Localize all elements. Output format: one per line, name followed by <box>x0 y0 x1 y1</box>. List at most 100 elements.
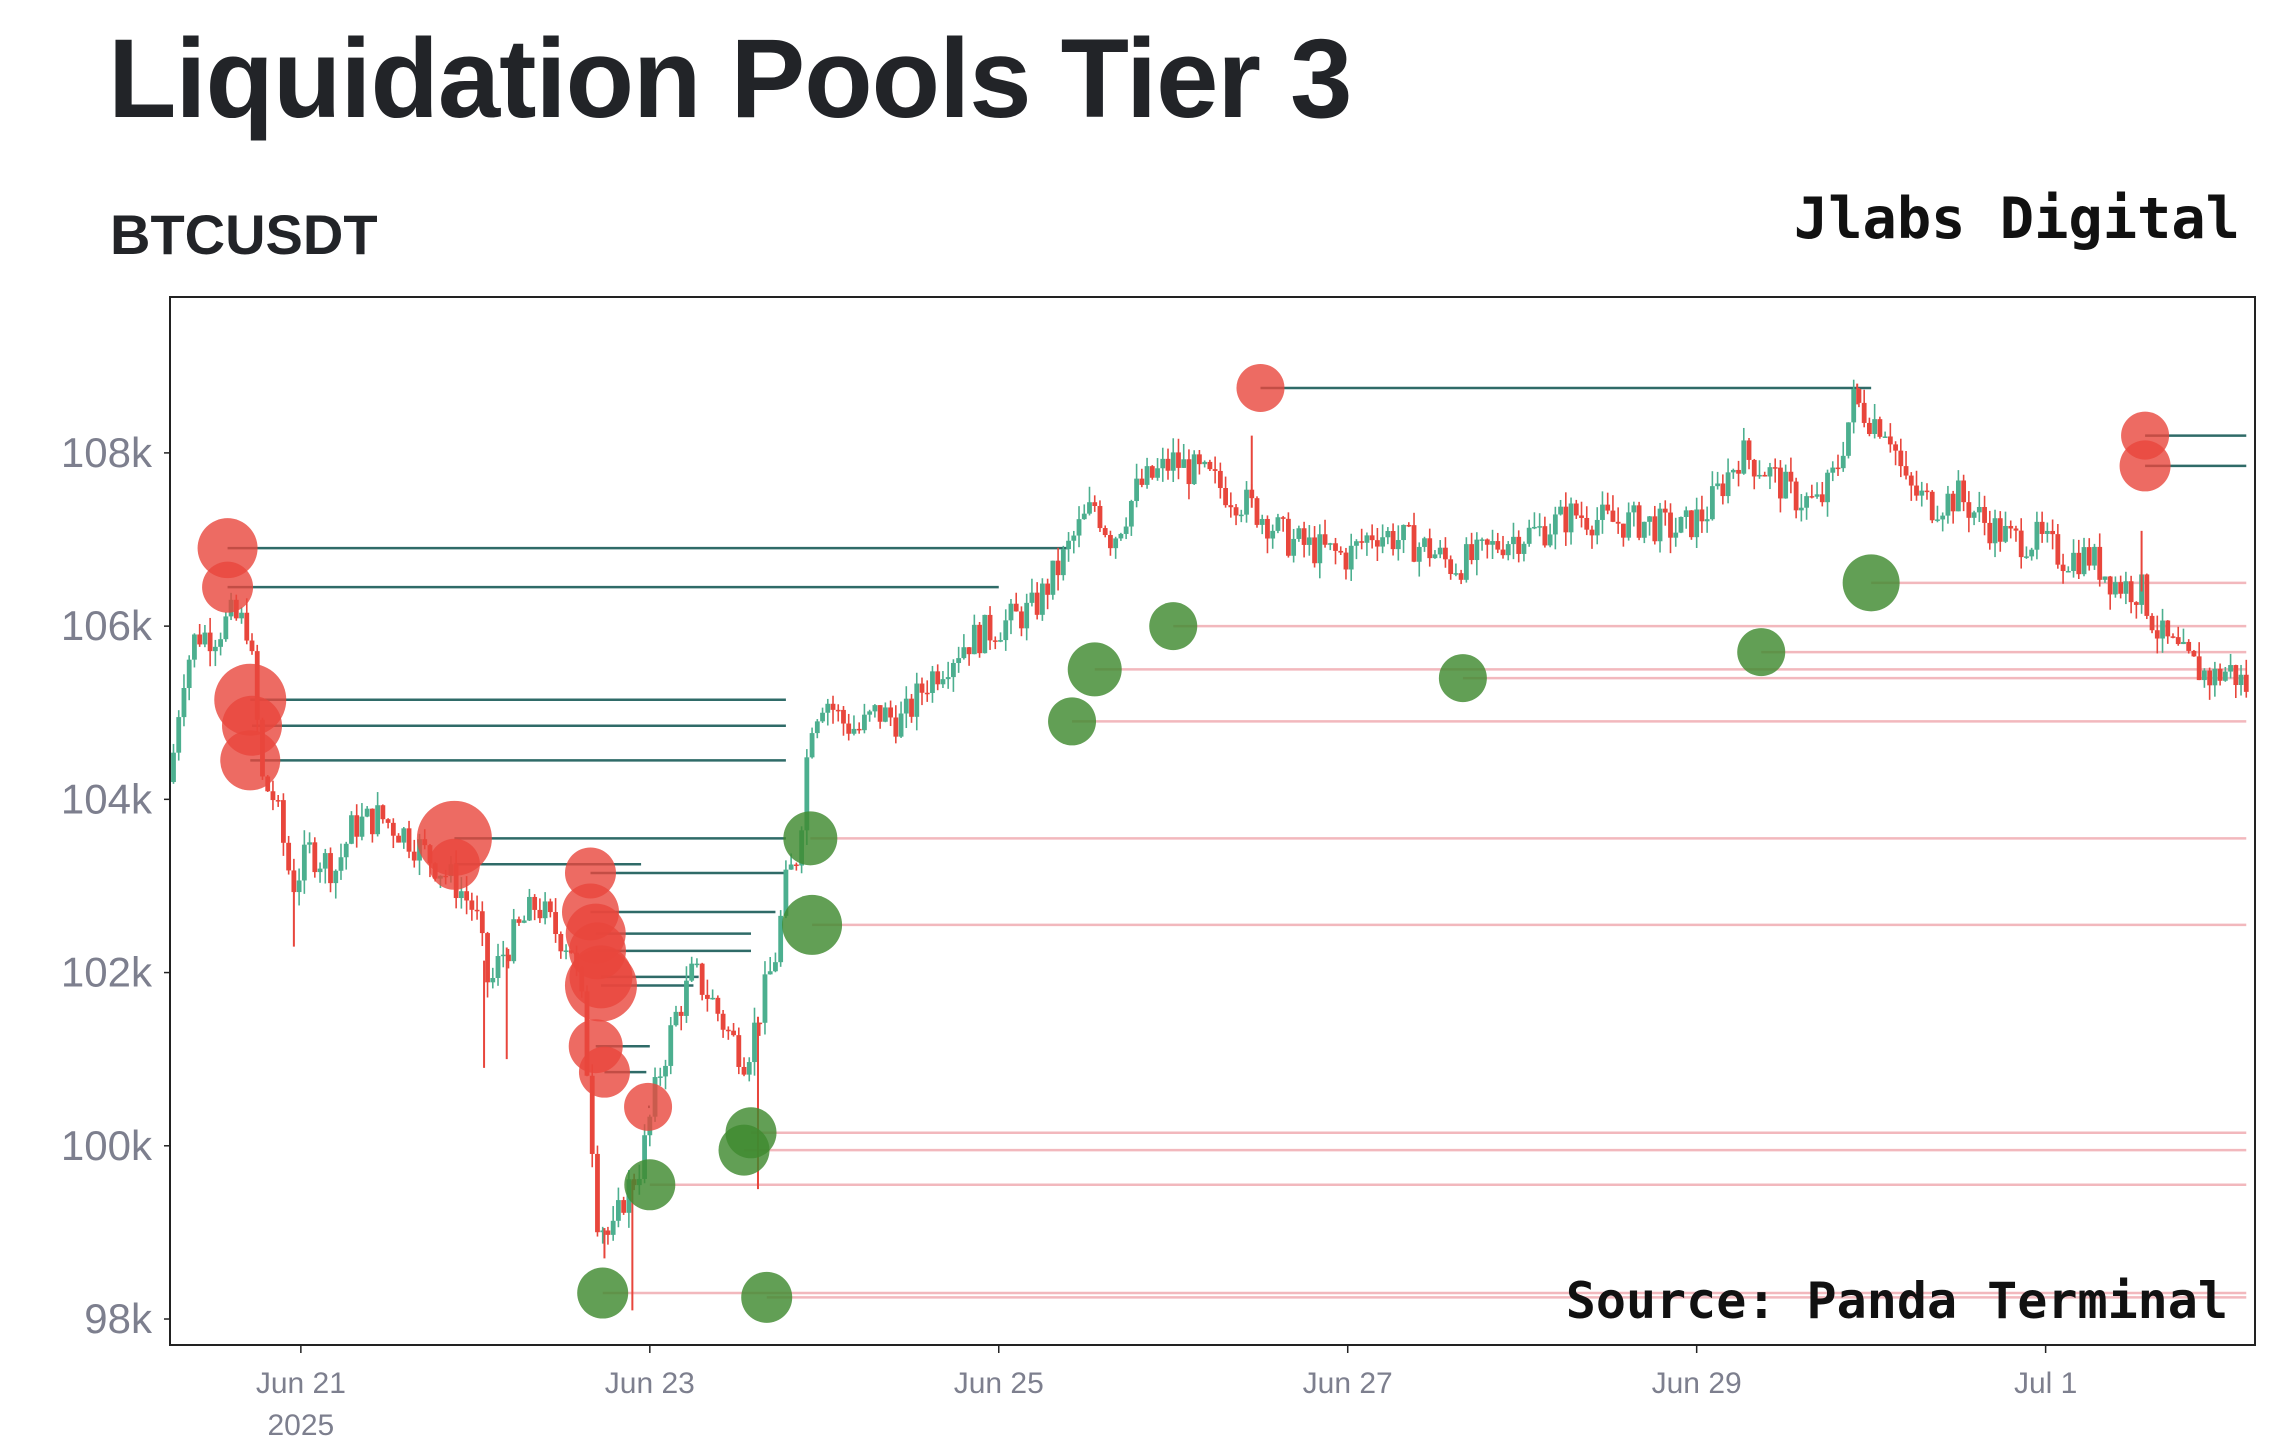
candle-body <box>909 698 914 717</box>
y-tick-label: 106k <box>61 602 153 649</box>
candle-body <box>244 612 250 641</box>
candle-body <box>1772 467 1778 469</box>
candle-body <box>1223 488 1228 506</box>
candle-body <box>1285 518 1291 556</box>
candle-body <box>1662 508 1668 513</box>
candle-body <box>1176 452 1181 468</box>
candle-body <box>814 721 820 734</box>
candle-body <box>2092 546 2097 566</box>
candle-body <box>1254 498 1260 525</box>
candle-body <box>333 870 339 884</box>
candle-body <box>1736 469 1741 474</box>
candle-body <box>1950 493 1956 512</box>
candle-body <box>186 659 192 689</box>
candle-body <box>956 658 962 664</box>
candle-body <box>2123 581 2129 594</box>
candle-body <box>171 752 176 783</box>
candle-body <box>1767 467 1773 477</box>
candle-body <box>1699 509 1705 522</box>
candle-body <box>1746 440 1752 460</box>
long-pool-marker <box>1842 554 1900 612</box>
candle-body <box>1919 490 1925 496</box>
candle-body <box>1312 537 1317 564</box>
candle-body <box>2186 641 2192 651</box>
candle-body <box>469 900 475 910</box>
candle-body <box>281 800 286 843</box>
candle-body <box>1343 552 1349 570</box>
candle-body <box>762 974 768 1023</box>
candle-body <box>1118 533 1124 539</box>
candle-body <box>1887 436 1893 445</box>
candle-body <box>301 844 307 881</box>
candle-body <box>197 634 203 645</box>
long-pool-marker <box>1048 697 1097 746</box>
candle-body <box>1798 507 1804 511</box>
candle-body <box>2071 552 2076 571</box>
candle-body <box>1490 541 1495 545</box>
candle-body <box>1003 620 1009 641</box>
candle-body <box>1835 467 1841 470</box>
candle-body <box>2076 552 2082 575</box>
long-pool-marker <box>1149 602 1198 651</box>
candle-body <box>2217 668 2223 681</box>
candle-body <box>396 835 401 843</box>
candle-body <box>1275 517 1281 531</box>
short-pool-marker <box>428 838 480 890</box>
candle-body <box>961 647 967 659</box>
source-label: Source: Panda Terminal <box>1566 1272 2228 1330</box>
candle-body <box>940 679 946 685</box>
candle-body <box>1008 603 1014 621</box>
candle-body <box>212 646 218 652</box>
candle-body <box>589 1075 595 1154</box>
candle-body <box>793 864 799 867</box>
candle-body <box>516 919 522 923</box>
candle-body <box>1877 419 1883 437</box>
candle-body <box>1265 518 1270 539</box>
candle-body <box>1181 459 1187 468</box>
candle-body <box>1846 422 1851 456</box>
candle-body <box>2039 521 2045 534</box>
candle-body <box>369 808 375 835</box>
candle-body <box>1641 521 1647 538</box>
candle-body <box>202 632 208 645</box>
candle-body <box>1830 467 1836 473</box>
candle-body <box>511 919 517 962</box>
candle-body <box>945 677 951 680</box>
y-tick-label: 104k <box>61 775 153 822</box>
candle-body <box>1814 494 1820 497</box>
candle-body <box>2118 582 2124 594</box>
candle-body <box>1050 560 1056 595</box>
candle-body <box>1856 388 1862 403</box>
long-pool-marker <box>782 894 843 955</box>
candle-body <box>1720 483 1726 497</box>
short-pool-marker <box>578 1046 630 1098</box>
candle-body <box>731 1030 736 1036</box>
y-tick-label: 98k <box>84 1295 153 1342</box>
candle-body <box>1652 516 1658 542</box>
candle-body <box>364 808 370 817</box>
candle-body <box>1170 452 1176 471</box>
candle-body <box>322 853 328 869</box>
candle-body <box>270 791 276 801</box>
candle-body <box>2081 547 2087 575</box>
candle-body <box>2128 581 2134 603</box>
candle-body <box>673 1011 679 1026</box>
candle-body <box>479 911 485 934</box>
candle-body <box>2181 641 2186 645</box>
candle-body <box>621 1200 627 1213</box>
candle-body <box>898 713 904 737</box>
short-pool-marker <box>202 561 254 613</box>
candle-body <box>1516 536 1522 554</box>
candle-body <box>1354 541 1359 546</box>
candle-body <box>1427 538 1433 559</box>
candle-body <box>1186 459 1192 485</box>
candle-body <box>2133 602 2139 605</box>
candle-body <box>715 997 721 1014</box>
candle-body <box>458 891 464 899</box>
candle-body <box>1945 493 1951 516</box>
candle-body <box>1191 454 1197 485</box>
candle-body <box>678 1011 684 1016</box>
candle-body <box>1914 485 1919 496</box>
candle-body <box>1521 543 1527 554</box>
candle-body <box>1631 505 1637 513</box>
